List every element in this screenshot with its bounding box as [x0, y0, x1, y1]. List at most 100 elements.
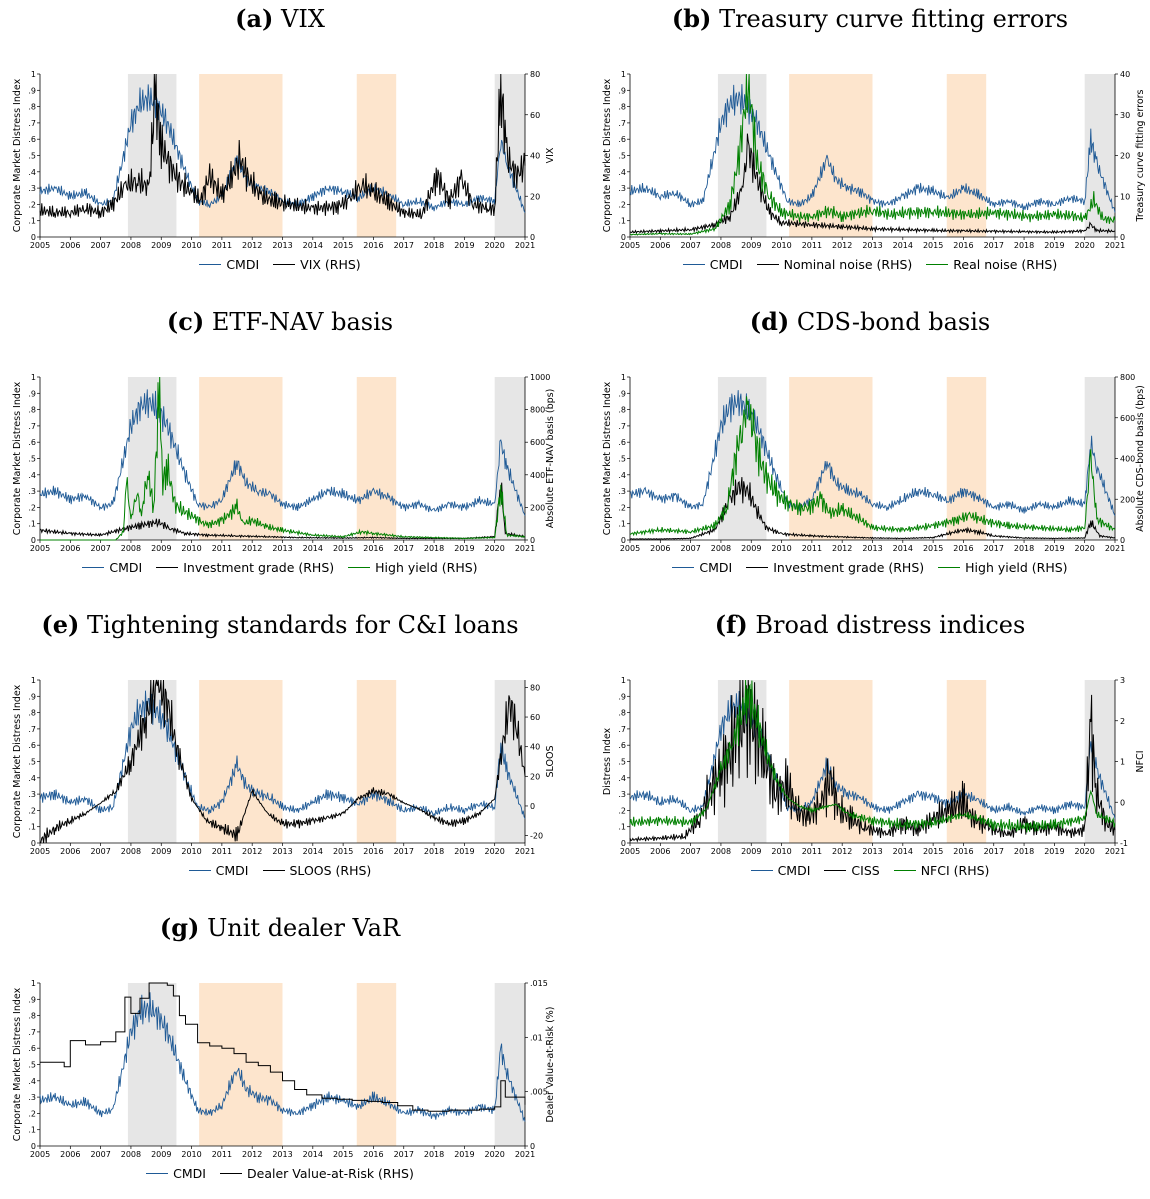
left-tick-label: .4	[28, 1077, 36, 1086]
x-tick-label: 2011	[212, 241, 232, 250]
panel-e: (e) Tightening standards for C&I loans 0.…	[10, 610, 556, 900]
x-tick-label: 2015	[333, 544, 353, 553]
left-tick-label: .1	[618, 520, 626, 529]
left-tick-label: .9	[28, 692, 36, 701]
left-axis-label: Distress Index	[602, 728, 613, 796]
left-tick-label: 0	[621, 233, 626, 242]
left-tick-label: .1	[28, 217, 36, 226]
shaded-period	[199, 74, 283, 237]
series-line-sloos-rhs-	[39, 679, 526, 844]
x-tick-label: 2009	[151, 847, 171, 856]
legend-label: High yield (RHS)	[375, 560, 478, 575]
right-tick-label: 60	[530, 111, 540, 120]
left-tick-label: .6	[618, 135, 626, 144]
legend-swatch	[348, 567, 371, 568]
left-tick-label: .9	[28, 389, 36, 398]
chart-svg: 0 .1 .2 .3 .4 .5 .6 .7 .8 .9 1 0 20 40 60 80 2005 2006 200…	[12, 70, 556, 250]
x-tick-label: 2020	[485, 847, 505, 856]
legend-item: CMDI	[146, 1166, 206, 1181]
chart-svg: 0 .1 .2 .3 .4 .5 .6 .7 .8 .9 1 0 .005 .01 .015 2005 2006…	[12, 979, 556, 1159]
x-tick-label: 2013	[862, 847, 882, 856]
left-tick-label: .9	[618, 692, 626, 701]
left-tick-label: .7	[618, 422, 626, 431]
left-tick-label: .3	[28, 487, 36, 496]
left-tick-label: .4	[28, 774, 36, 783]
legend-label: CMDI	[109, 560, 143, 575]
panel-title: (a) VIX	[10, 4, 550, 33]
series-line-high-yield-rhs-	[629, 396, 1116, 537]
legend-item: CMDI	[750, 863, 810, 878]
left-axis-label: Corporate Market Distress Index	[12, 987, 23, 1141]
x-tick-label: 2008	[121, 544, 141, 553]
x-tick-label: 2016	[363, 1150, 383, 1159]
panel-f: (f) Broad distress indices 0 .1 .2 .3 .4 .5 .6.…	[600, 610, 1146, 900]
right-tick-label: -1	[1120, 839, 1128, 848]
left-tick-label: .7	[618, 725, 626, 734]
x-tick-label: 2012	[242, 847, 262, 856]
shaded-period	[356, 377, 397, 540]
right-tick-label: 80	[530, 683, 540, 692]
left-tick-label: .9	[618, 86, 626, 95]
left-tick-label: .2	[28, 503, 36, 512]
right-tick-label: 30	[1120, 111, 1130, 120]
x-tick-label: 2010	[181, 847, 201, 856]
right-tick-label: 1000	[530, 373, 550, 382]
x-tick-label: 2019	[454, 241, 474, 250]
x-tick-label: 2017	[394, 1150, 414, 1159]
shaded-period	[494, 377, 525, 540]
left-tick-label: .3	[28, 790, 36, 799]
right-tick-label: 400	[530, 471, 545, 480]
left-tick-label: .7	[618, 119, 626, 128]
x-tick-label: 2015	[333, 241, 353, 250]
x-tick-label: 2018	[1014, 241, 1034, 250]
x-tick-label: 2020	[485, 544, 505, 553]
legend-item: CMDI	[672, 560, 732, 575]
left-tick-label: 1	[31, 373, 36, 382]
left-tick-label: .6	[28, 1044, 36, 1053]
x-tick-label: 2020	[1075, 241, 1095, 250]
right-tick-label: 0	[1120, 536, 1125, 545]
left-tick-label: 1	[621, 676, 626, 685]
left-tick-label: .3	[618, 790, 626, 799]
x-tick-label: 2008	[121, 847, 141, 856]
x-tick-label: 2006	[60, 241, 80, 250]
right-axis-label: Absolute CDS-bond basis (bps)	[1135, 385, 1146, 532]
x-tick-label: 2019	[1044, 241, 1064, 250]
right-tick-label: 0	[530, 1142, 535, 1151]
left-tick-label: .4	[618, 168, 626, 177]
legend-swatch	[146, 1173, 169, 1174]
left-tick-label: .8	[28, 709, 36, 718]
series-line-cmdi	[629, 84, 1116, 213]
left-axis-label: Corporate Market Distress Index	[602, 381, 613, 535]
right-tick-label: -20	[530, 832, 543, 841]
right-tick-label: 10	[1120, 192, 1130, 201]
x-tick-label: 2007	[90, 847, 110, 856]
shaded-period	[199, 680, 283, 843]
right-tick-label: 20	[530, 192, 540, 201]
legend-swatch	[156, 567, 179, 568]
x-tick-label: 2012	[832, 847, 852, 856]
legend-swatch	[938, 567, 961, 568]
x-tick-label: 2010	[181, 241, 201, 250]
legend-label: CISS	[851, 863, 880, 878]
legend-swatch	[750, 870, 773, 871]
left-axis-label: Corporate Market Distress Index	[602, 78, 613, 232]
x-tick-label: 2018	[424, 847, 444, 856]
x-tick-label: 2009	[151, 1150, 171, 1159]
panel-title: (b) Treasury curve fitting errors	[600, 4, 1140, 33]
x-tick-label: 2015	[923, 847, 943, 856]
x-tick-label: 2021	[1105, 544, 1125, 553]
x-tick-label: 2018	[424, 1150, 444, 1159]
shaded-period	[199, 377, 283, 540]
left-tick-label: 0	[621, 536, 626, 545]
x-tick-label: 2011	[212, 847, 232, 856]
panel-letter: (d)	[749, 307, 790, 336]
legend: CMDI VIX (RHS)	[10, 257, 550, 272]
legend-item: Dealer Value-at-Risk (RHS)	[220, 1166, 414, 1181]
x-tick-label: 2006	[60, 544, 80, 553]
right-tick-label: 40	[530, 743, 540, 752]
legend-label: CMDI	[226, 257, 260, 272]
legend-swatch	[262, 870, 285, 871]
x-tick-label: 2011	[802, 241, 822, 250]
x-tick-label: 2017	[394, 241, 414, 250]
